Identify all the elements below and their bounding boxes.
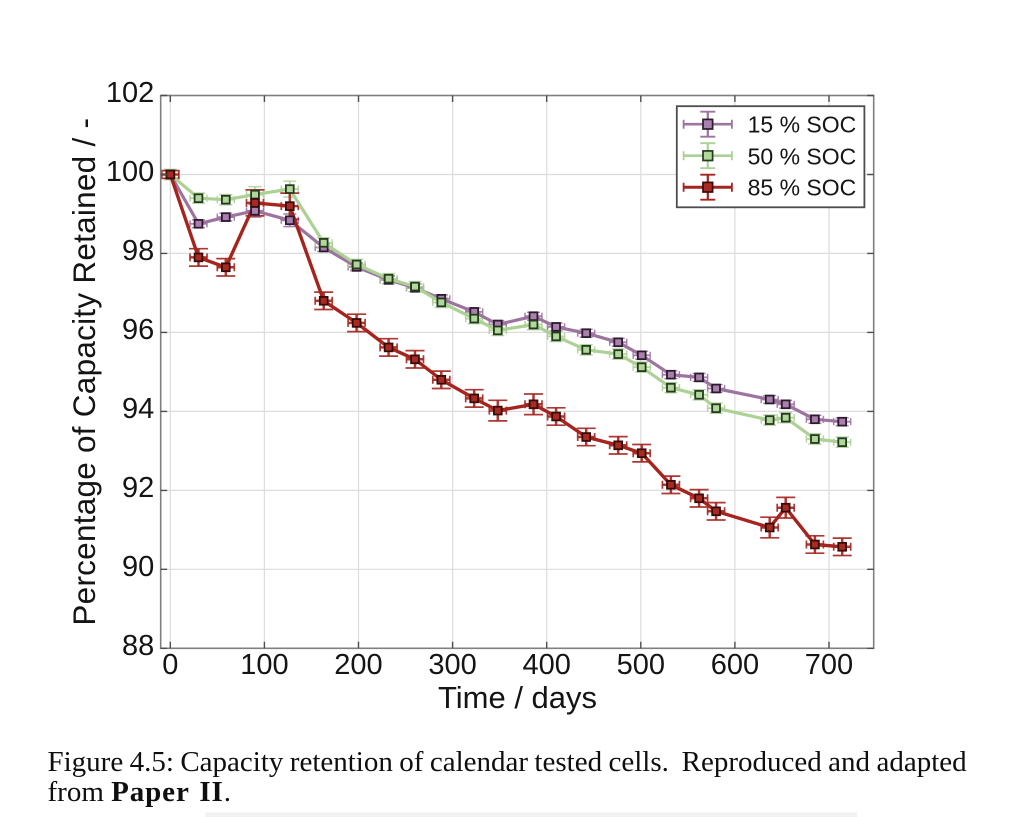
svg-text:Percentage of Capacity Retaine: Percentage of Capacity Retained / - — [66, 118, 102, 626]
